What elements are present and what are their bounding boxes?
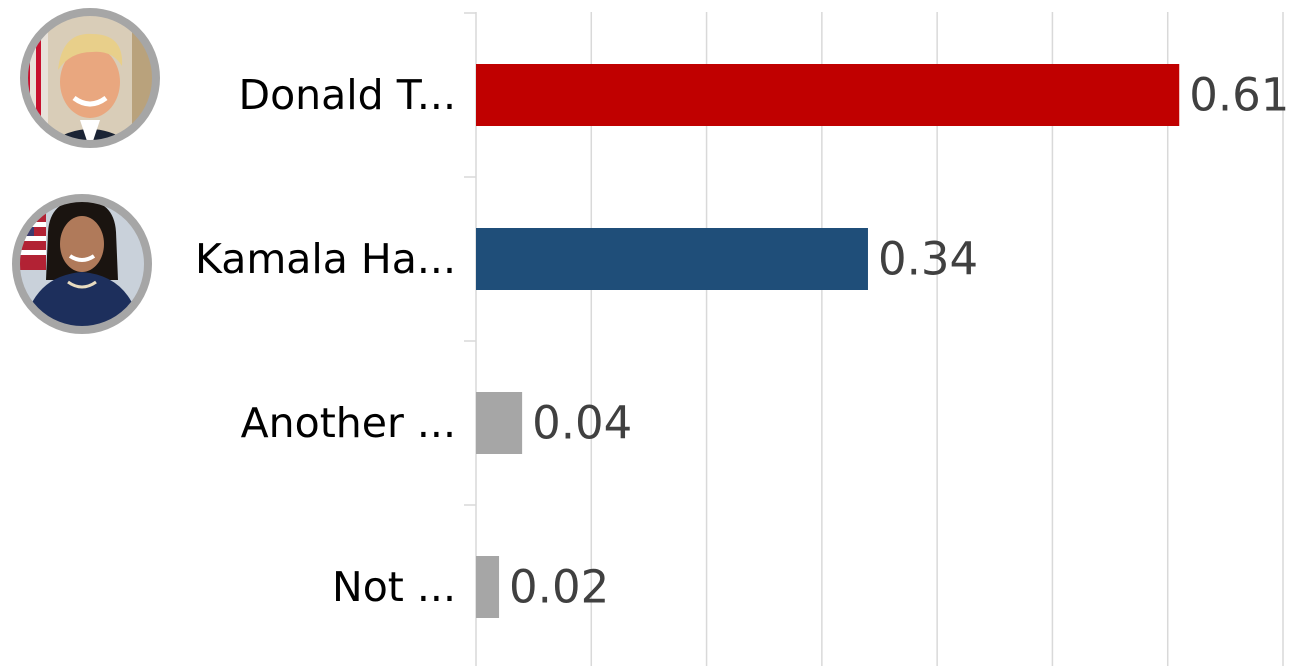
category-label: Another ...	[241, 399, 456, 447]
kamala-harris-portrait-icon	[12, 194, 152, 336]
bar	[476, 556, 499, 618]
value-label: 0.04	[532, 397, 632, 450]
category-label: Kamala Ha...	[195, 235, 456, 283]
category-label: Not ...	[332, 563, 456, 611]
value-label: 0.02	[509, 561, 609, 614]
value-label: 0.34	[878, 233, 978, 286]
category-label: Donald T...	[239, 71, 457, 119]
bar	[476, 228, 868, 290]
bars	[476, 64, 1179, 618]
value-label: 0.61	[1189, 69, 1289, 122]
donald-trump-portrait-icon	[20, 8, 160, 150]
bar	[476, 392, 522, 454]
labels: Donald T... 0.61 Kamala Ha... 0.34 Another .…	[195, 69, 1289, 614]
bar	[476, 64, 1179, 126]
